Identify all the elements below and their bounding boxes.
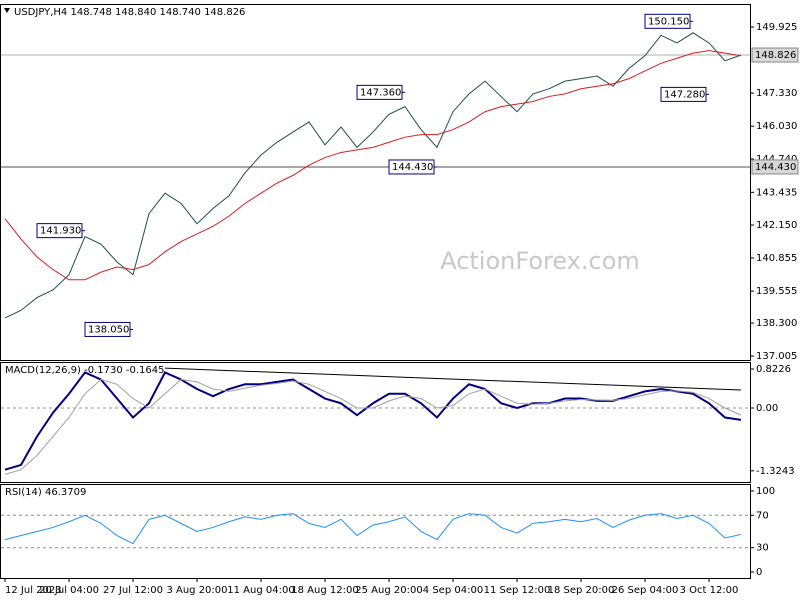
panel-title: RSI(14) 46.3709 (5, 487, 86, 498)
x-tick-label: 20 Jul 04:00 (39, 585, 99, 596)
panel-title: MACD(12,26,9) -0.1730 -0.1645 (5, 365, 165, 376)
y-tick-label: 139.555 (756, 286, 797, 297)
y-tick-label: 0 (756, 567, 762, 578)
annotation-label: 150.150 (648, 16, 689, 27)
y-tick-label: 100 (756, 486, 775, 497)
x-tick-label: 3 Oct 12:00 (680, 585, 739, 596)
x-tick-label: 25 Aug 20:00 (355, 585, 422, 596)
menu-triangle (4, 8, 10, 13)
x-tick-label: 12 Jul 2023 (5, 585, 62, 596)
x-tick-label: 11 Aug 04:00 (227, 585, 294, 596)
level-label: 144.430 (755, 162, 796, 173)
level-label-box (751, 47, 799, 63)
y-tick-label: 70 (756, 510, 769, 521)
x-tick-label: 11 Sep 12:00 (484, 585, 551, 596)
y-tick-label: 30 (756, 543, 769, 554)
y-tick-label: 137.005 (756, 351, 797, 362)
trend-line (164, 367, 742, 391)
x-tick-label: 3 Aug 20:00 (166, 585, 227, 596)
annotation-label: 147.280 (664, 89, 705, 100)
y-tick-label: 147.330 (756, 88, 797, 99)
annotation-label: 147.360 (360, 87, 401, 98)
x-tick-label: 4 Sep 04:00 (423, 585, 483, 596)
y-tick-label: 138.300 (756, 318, 797, 329)
y-tick-label: 142.150 (756, 220, 797, 231)
panel-frame (0, 484, 751, 579)
series-line (4, 50, 742, 281)
series-line (4, 513, 742, 545)
x-tick-label: 18 Sep 20:00 (548, 585, 615, 596)
y-tick-label: -1.3243 (756, 466, 795, 477)
y-tick-label: 0.8226 (756, 364, 791, 375)
y-tick-label: 149.925 (756, 22, 797, 33)
annotation-label: 138.050 (88, 324, 129, 335)
annotation-label: 144.430 (392, 162, 433, 173)
x-tick-label: 26 Sep 04:00 (612, 585, 679, 596)
x-tick-label: 18 Aug 12:00 (291, 585, 358, 596)
annotation-label: 141.930 (40, 226, 81, 237)
series-line (4, 32, 742, 319)
chart-title: USDJPY,H4 148.748 148.840 148.740 148.82… (14, 7, 245, 18)
series-line (4, 378, 742, 475)
x-tick-label: 27 Jul 12:00 (103, 585, 163, 596)
level-label-box (751, 159, 799, 175)
panel-frame (0, 4, 751, 361)
panel-frame (0, 362, 751, 483)
level-label: 148.826 (755, 50, 796, 61)
y-tick-label: 0.00 (756, 403, 778, 414)
watermark: ActionForex.com (440, 247, 640, 275)
y-tick-label: 143.435 (756, 187, 797, 198)
y-tick-label: 140.855 (756, 253, 797, 264)
y-tick-label: 146.030 (756, 121, 797, 132)
